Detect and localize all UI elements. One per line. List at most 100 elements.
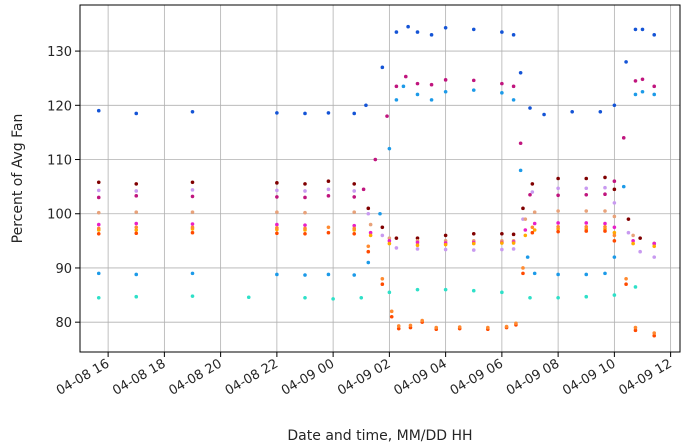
x-tick-label: 04-09 02 [335,356,393,398]
data-point [612,293,617,297]
data-point [652,241,657,246]
data-point [652,92,657,97]
data-point [556,186,560,191]
data-point [380,225,385,230]
data-point [352,189,357,193]
data-point [361,187,366,192]
data-point [134,294,139,299]
gridlines [80,5,680,352]
data-point [396,326,401,331]
data-point [326,111,331,115]
data-point [638,236,642,240]
data-point [471,241,476,246]
data-point [528,192,532,197]
data-point [366,244,371,249]
data-point [366,206,371,211]
data-point [331,297,335,301]
data-point [415,247,420,251]
plot-area-frame [79,4,681,353]
data-point [96,295,101,300]
data-point [612,214,617,219]
data-point [556,272,560,277]
y-tick-label: 80 [55,316,72,331]
data-point [96,108,101,113]
data-point [500,241,504,245]
series-0 [96,24,657,117]
data-point [504,324,509,329]
data-point [96,188,101,193]
data-point [134,210,139,214]
data-point [626,230,631,235]
data-point [633,27,638,32]
data-point [514,321,518,326]
data-point [134,225,139,230]
y-tick-label: 130 [47,45,72,60]
data-point [532,210,537,214]
data-point [394,246,399,250]
data-point [471,88,476,92]
data-point [396,324,401,328]
data-point [190,271,195,276]
data-point [511,247,516,251]
data-point [326,230,331,235]
data-point [584,209,589,213]
data-point [303,295,307,300]
data-point [134,228,139,232]
data-point [326,225,331,230]
data-point [511,33,516,37]
data-point [612,225,617,230]
data-point [134,272,139,277]
data-point [134,111,139,116]
data-point [429,33,434,37]
data-point [621,136,626,140]
data-point [443,242,448,247]
x-axis-label: Date and time, MM/DD HH [287,428,472,444]
data-point [603,209,607,213]
data-point [387,236,392,240]
data-point [303,195,307,200]
data-point [373,157,378,162]
data-point [275,181,279,185]
data-point [624,282,628,287]
data-point [366,249,371,254]
data-point [584,176,589,181]
data-point [556,221,560,225]
data-point [640,27,645,32]
data-point [368,233,373,238]
data-point [471,27,476,32]
x-tick-label: 04-09 08 [504,356,562,398]
data-point [387,146,392,151]
data-point [429,82,434,87]
data-point [500,30,504,34]
data-point [500,247,504,252]
data-point [603,224,607,229]
data-point [518,70,523,75]
data-point [387,290,392,295]
data-point [415,92,420,97]
data-point [652,331,657,335]
data-point [352,210,357,214]
data-point [275,231,279,236]
data-points [96,24,657,338]
data-point [380,65,385,70]
data-point [633,285,638,289]
data-point [626,217,631,221]
data-point [500,81,504,86]
data-point [275,272,279,277]
data-point [352,273,357,277]
data-point [394,30,399,34]
data-point [511,232,516,237]
data-point [434,325,439,330]
data-point [246,295,251,300]
x-tick-label: 04-08 20 [167,356,225,398]
data-point [275,210,279,214]
data-point [134,182,139,186]
data-point [584,294,589,299]
data-point [523,233,528,238]
data-point [303,273,307,277]
data-point [521,271,525,276]
data-point [525,255,530,259]
data-point [415,81,420,86]
data-point [652,333,657,338]
data-point [511,84,516,89]
